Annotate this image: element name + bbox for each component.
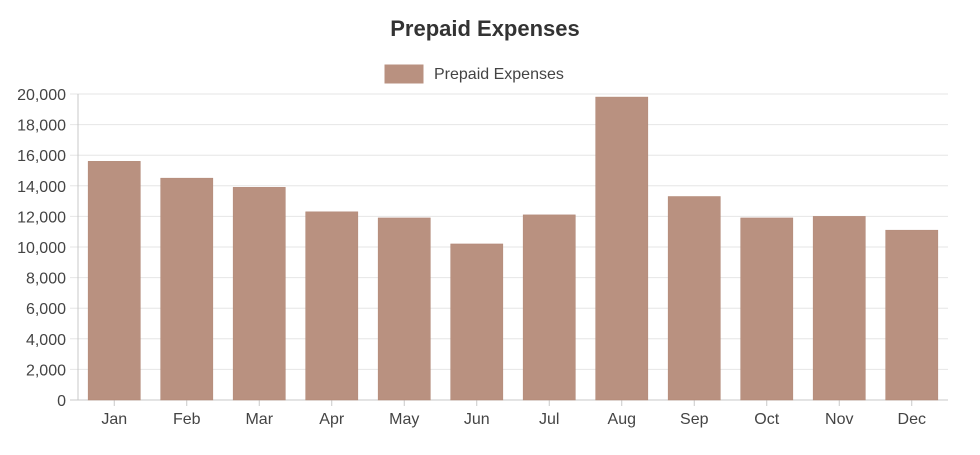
y-tick-label: 2,000 <box>26 362 66 379</box>
x-tick-label: Aug <box>608 411 636 428</box>
bars <box>87 96 939 401</box>
y-tick-label: 8,000 <box>26 271 66 288</box>
y-tick-label: 18,000 <box>17 118 66 135</box>
x-tick-label: Dec <box>898 411 926 428</box>
x-tick-label: Oct <box>754 411 779 428</box>
x-tick-label: Jul <box>539 411 559 428</box>
x-tick-label: Feb <box>173 411 201 428</box>
bar-aug[interactable] <box>595 96 649 401</box>
chart-title: Prepaid Expenses <box>390 16 580 41</box>
x-tick-label: Nov <box>825 411 853 428</box>
x-tick-label: Apr <box>319 411 345 428</box>
bar-jun[interactable] <box>450 243 504 401</box>
legend-label: Prepaid Expenses <box>434 66 564 83</box>
x-tick-label: Jun <box>464 411 490 428</box>
legend-swatch[interactable] <box>383 63 425 85</box>
bar-jan[interactable] <box>87 161 141 401</box>
bar-sep[interactable] <box>667 196 721 401</box>
bar-nov[interactable] <box>812 216 866 401</box>
y-tick-label: 16,000 <box>17 148 66 165</box>
y-tick-label: 6,000 <box>26 301 66 318</box>
gridlines <box>70 93 948 401</box>
bar-mar[interactable] <box>232 187 286 401</box>
y-tick-label: 14,000 <box>17 179 66 196</box>
y-tick-label: 12,000 <box>17 209 66 226</box>
bar-jul[interactable] <box>522 214 576 401</box>
legend[interactable]: Prepaid Expenses <box>383 63 564 85</box>
y-tick-label: 10,000 <box>17 240 66 257</box>
bar-may[interactable] <box>377 217 431 401</box>
x-tick-label: Sep <box>680 411 709 428</box>
x-tick-label: May <box>389 411 419 428</box>
y-axis: 0 2,000 4,000 6,000 8,000 10,000 12,000 14,000 1… <box>17 87 79 410</box>
bar-feb[interactable] <box>160 177 214 401</box>
y-tick-label: 4,000 <box>26 332 66 349</box>
y-tick-label: 0 <box>57 393 66 410</box>
bar-dec[interactable] <box>885 229 939 401</box>
x-axis: Jan Feb Mar Apr May Jun Jul Aug Sep Oct Nov Dec <box>101 400 926 428</box>
bar-oct[interactable] <box>740 217 794 401</box>
x-tick-label: Jan <box>101 411 127 428</box>
bar-apr[interactable] <box>305 211 359 401</box>
y-tick-label: 20,000 <box>17 87 66 104</box>
x-tick-label: Mar <box>245 411 273 428</box>
